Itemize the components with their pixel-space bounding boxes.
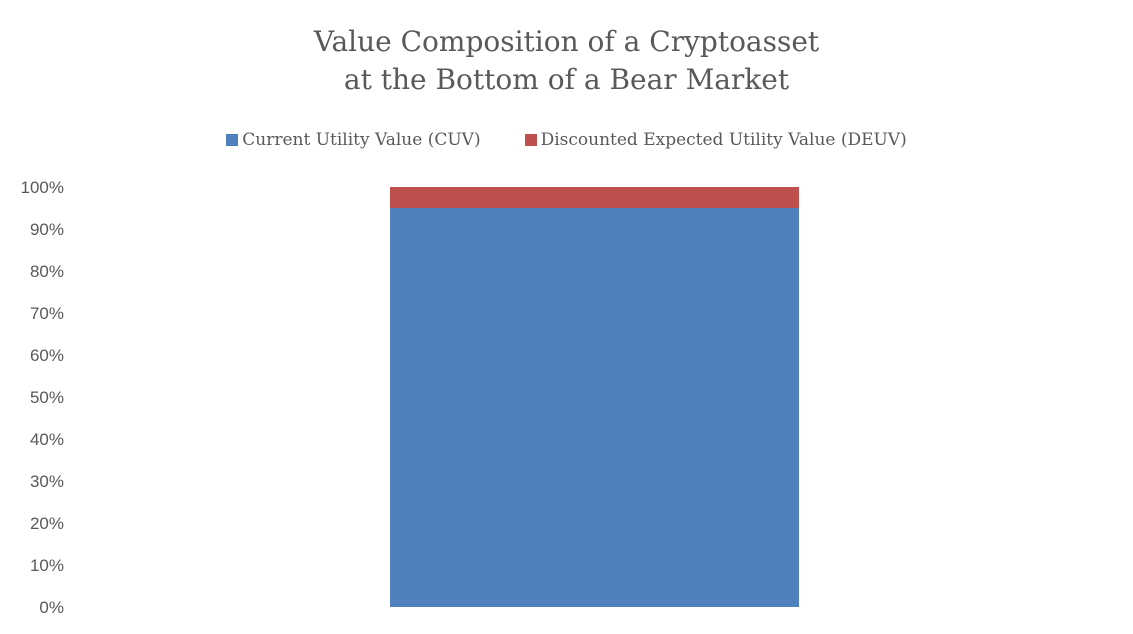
y-axis: 0% 10% 20% 30% 40% 50% 60% 70% 80% 90% 100% [21, 178, 64, 617]
y-tick-label: 0% [39, 598, 64, 617]
legend-label-deuv: Discounted Expected Utility Value (DEUV) [540, 130, 907, 150]
y-tick-label: 30% [30, 472, 64, 491]
y-tick-label: 50% [30, 388, 64, 407]
bar-segment-deuv [390, 187, 799, 208]
y-tick-label: 20% [30, 514, 64, 533]
legend-item-cuv: Current Utility Value (CUV) [226, 130, 481, 150]
legend-item-deuv: Discounted Expected Utility Value (DEUV) [524, 130, 907, 150]
y-tick-label: 70% [30, 304, 64, 323]
legend-swatch-deuv [524, 134, 537, 146]
chart-title-line-1: Value Composition of a Cryptoasset [313, 25, 820, 58]
bars [390, 187, 799, 607]
legend-swatch-cuv [226, 134, 239, 146]
chart-title-line-2: at the Bottom of a Bear Market [343, 63, 790, 96]
bar-segment-cuv [390, 208, 799, 607]
chart-legend: Current Utility Value (CUV) Discounted E… [0, 130, 1133, 150]
y-tick-label: 40% [30, 430, 64, 449]
legend-label-cuv: Current Utility Value (CUV) [242, 130, 481, 150]
y-tick-label: 60% [30, 346, 64, 365]
y-tick-label: 10% [30, 556, 64, 575]
y-tick-label: 90% [30, 220, 64, 239]
y-tick-label: 100% [21, 178, 64, 197]
y-tick-label: 80% [30, 262, 64, 281]
